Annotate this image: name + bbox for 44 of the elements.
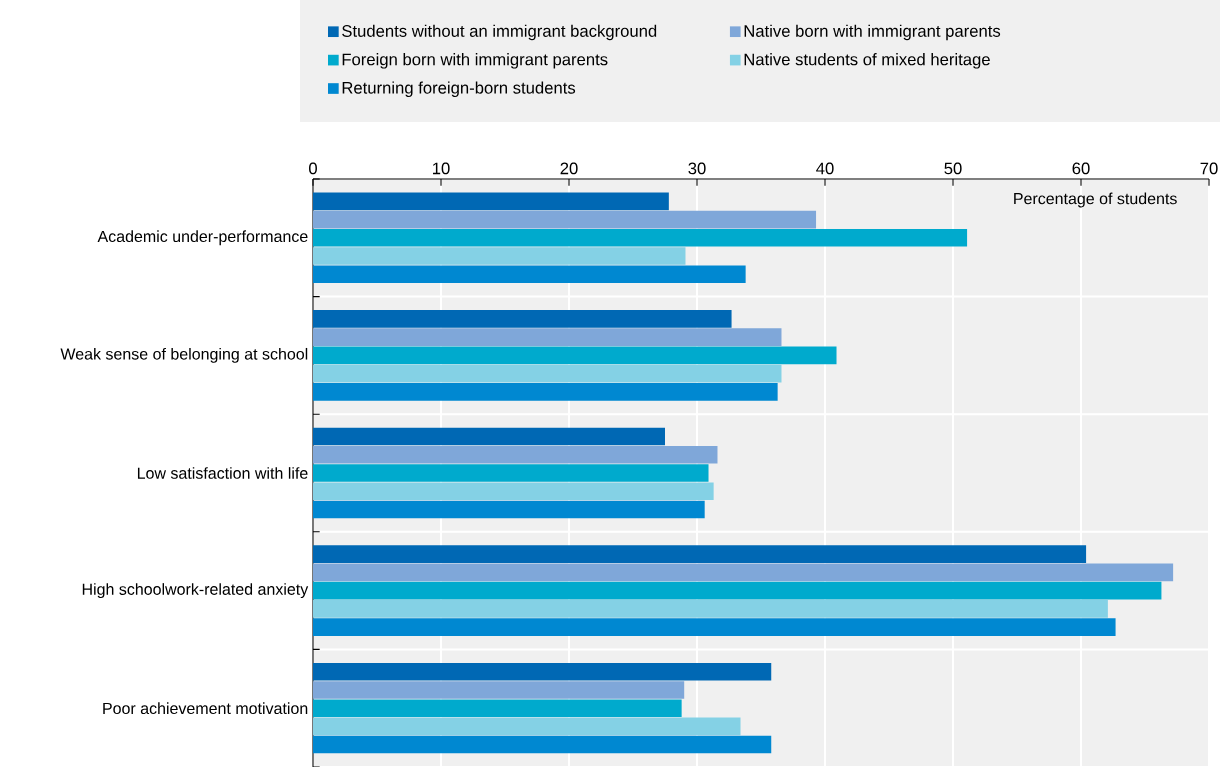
bar [313,618,1116,636]
x-tick-label: 0 [309,162,317,175]
legend-label: Returning foreign-born students [342,81,576,98]
y-tick-label: Academic under-performance [97,230,308,246]
bar [313,545,1087,563]
bar [313,247,686,265]
y-tick-label: Low satisfaction with life [137,467,308,479]
y-tick-label: High schoolwork-related anxiety [82,583,309,599]
x-tick-label: 70 [1200,162,1218,175]
y-tick-label: Weak sense of belonging at school [60,347,308,363]
bar [313,482,714,501]
legend-label: Native students of mixed heritage [744,53,990,69]
bar [313,328,782,346]
legend-label: Foreign born with immigrant parents [342,53,608,69]
legend-label: Native born with immigrant parents [744,24,1001,41]
bar [313,346,837,365]
x-tick-label: 10 [433,162,450,175]
bar [313,735,772,754]
bar [313,699,682,718]
bar [313,383,778,401]
bar [313,464,709,482]
bar [313,662,772,681]
bar [313,717,741,736]
x-tick-label: 20 [560,162,578,175]
bar [313,192,669,211]
x-tick-label: 50 [944,162,962,175]
bar [313,210,817,229]
legend-label: Students without an immigrant background [342,24,657,41]
x-tick-label: 40 [816,162,834,175]
y-tick-label: Poor achievement motivation [103,702,308,715]
bar [313,600,1108,618]
bar [313,445,718,464]
bar [313,228,968,247]
bar [313,563,1174,582]
x-tick-label: 30 [688,162,706,175]
bar [313,681,685,699]
x-axis-title: Percentage of students [1014,192,1177,208]
bar [313,581,1162,600]
x-tick-label: 60 [1072,162,1090,175]
bar [313,310,732,328]
bar [313,364,782,383]
bar [313,265,746,284]
bar [313,500,705,519]
bar [313,427,665,446]
